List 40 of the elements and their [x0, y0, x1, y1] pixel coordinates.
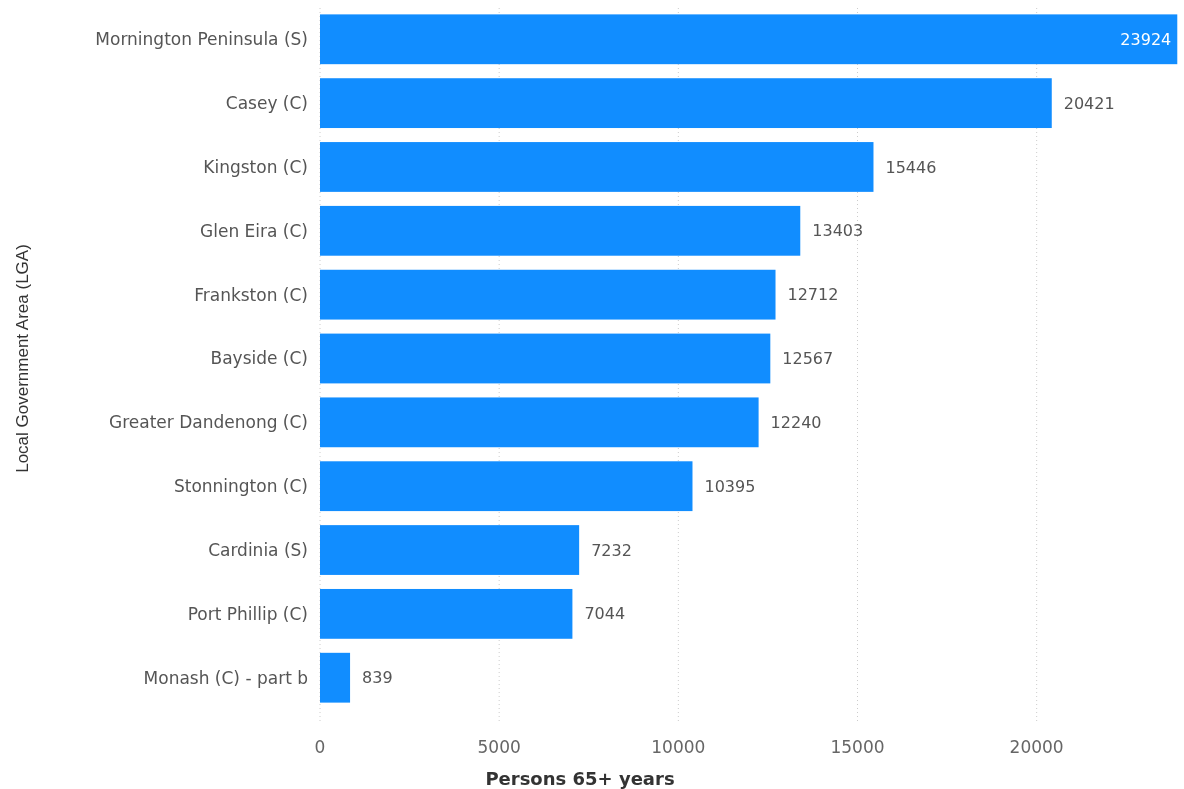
data-label: 12567	[782, 349, 834, 369]
y-axis-title: Local Government Area (LGA)	[13, 244, 32, 473]
data-label: 839	[362, 668, 393, 688]
y-tick-label: Port Phillip (C)	[187, 603, 308, 624]
y-tick-label: Kingston (C)	[203, 156, 308, 177]
y-tick-label: Frankston (C)	[194, 284, 308, 305]
bar	[320, 78, 1052, 129]
bar	[320, 525, 580, 575]
data-label: 10395	[704, 476, 756, 496]
data-label: 12240	[770, 412, 822, 432]
x-tick-label: 5000	[477, 737, 521, 757]
data-label: 20421	[1063, 93, 1115, 113]
y-tick-label: Monash (C) - part b	[143, 667, 308, 688]
data-label: 23924	[1120, 29, 1172, 49]
x-tick-label: 10000	[651, 737, 706, 757]
bar	[320, 269, 776, 320]
bar	[320, 205, 801, 256]
y-tick-label: Cardinia (S)	[208, 539, 308, 560]
bar	[320, 588, 573, 639]
x-tick-label: 0	[314, 737, 326, 757]
data-label: 7232	[591, 540, 632, 560]
y-tick-label: Bayside (C)	[210, 348, 308, 369]
data-label: 7044	[584, 604, 626, 624]
data-label: 12712	[787, 285, 839, 305]
data-label: 15446	[885, 157, 937, 177]
y-tick-label: Glen Eira (C)	[200, 220, 308, 241]
x-axis-title: Persons 65+ years	[485, 768, 675, 789]
bar	[320, 14, 1178, 65]
y-tick-label: Casey (C)	[225, 93, 308, 114]
y-tick-label: Mornington Peninsula (S)	[95, 29, 308, 50]
x-tick-label: 20000	[1009, 737, 1064, 757]
data-label: 13403	[812, 221, 864, 241]
bar	[320, 652, 351, 703]
bar	[320, 333, 771, 384]
bar	[320, 397, 759, 448]
y-tick-label: Greater Dandenong (C)	[109, 412, 308, 433]
x-tick-label: 15000	[830, 737, 885, 757]
bar	[320, 461, 693, 512]
y-tick-label: Stonnington (C)	[173, 476, 308, 497]
bar	[320, 142, 874, 192]
